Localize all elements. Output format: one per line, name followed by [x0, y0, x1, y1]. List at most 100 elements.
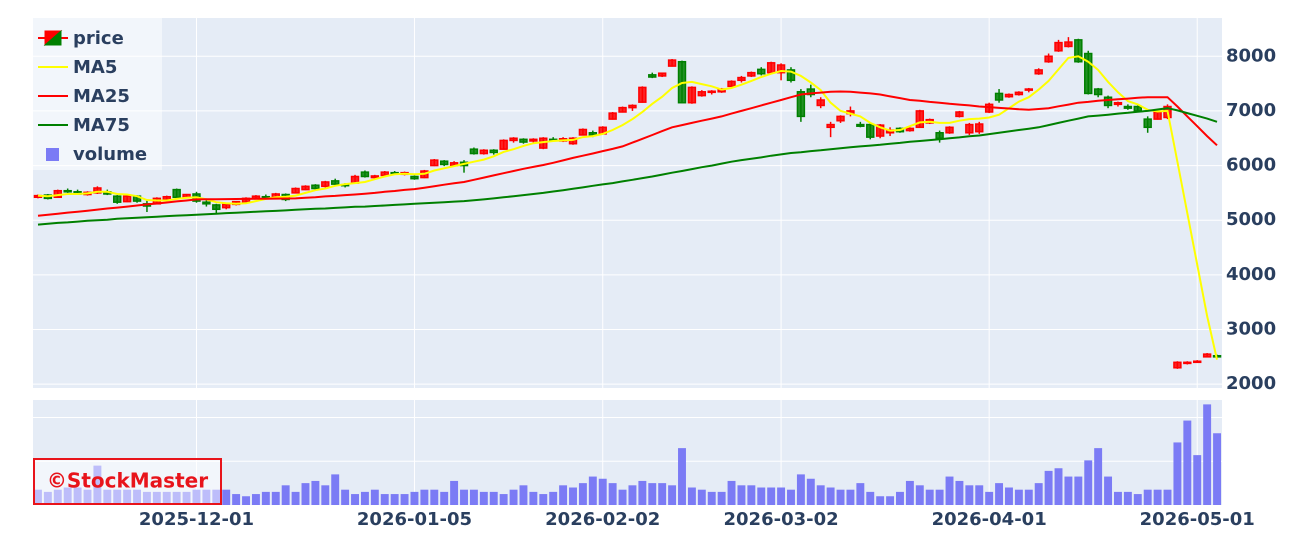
volume-bar [896, 491, 904, 505]
y-tick-label: 7000 [1226, 100, 1276, 121]
candle-body [113, 195, 122, 203]
candle-body [1014, 91, 1024, 96]
volume-bar [598, 478, 607, 505]
candle-body [360, 171, 370, 178]
candle-body [737, 76, 746, 82]
candle-body [1103, 96, 1113, 107]
candle-body [618, 106, 627, 113]
volume-bar [856, 483, 865, 505]
volume-bar [866, 491, 875, 505]
y-tick-label: 6000 [1226, 155, 1276, 176]
candle-body [519, 138, 528, 143]
x-tick-label: 2026-05-01 [1140, 509, 1255, 530]
candle-body [370, 175, 380, 179]
candle-body [1044, 55, 1053, 63]
volume-bar [1054, 468, 1063, 505]
volume-bar [291, 491, 300, 505]
candle-body [439, 160, 449, 166]
volume-bar [351, 494, 359, 505]
volume-bar [816, 485, 825, 505]
candle-body [1143, 118, 1152, 129]
volume-bar [321, 485, 330, 505]
volume-bar [420, 489, 429, 505]
candle-body [757, 68, 766, 75]
volume-bar [747, 485, 756, 505]
candle-body [380, 171, 389, 177]
volume-bar [955, 480, 964, 505]
legend-label: price [73, 28, 124, 49]
x-tick-label: 2026-03-02 [724, 509, 839, 530]
volume-bar [1203, 404, 1212, 505]
candle-body [1123, 105, 1133, 109]
volume-bar [1183, 420, 1192, 505]
candle-body [499, 139, 508, 150]
candle-body [866, 123, 875, 138]
candle-body [430, 159, 439, 167]
volume-bar [1084, 460, 1093, 505]
volume-bar [1074, 476, 1083, 505]
candle-body [648, 74, 657, 78]
candle-body [489, 149, 498, 154]
volume-bar [1094, 448, 1103, 505]
volume-bar [1193, 455, 1202, 505]
volume-bar [489, 491, 498, 505]
candle-body [915, 110, 925, 129]
axes: 2000 3000 4000 5000 6000 7000 8000 2025-12-01 20… [139, 45, 1276, 530]
volume-bar [836, 489, 845, 505]
volume-bar [846, 489, 855, 505]
legend-icon [46, 148, 59, 161]
candle-body [212, 204, 221, 211]
candle-body [657, 72, 667, 77]
volume-bar [242, 496, 250, 505]
candle-body [321, 181, 330, 188]
candle-body [806, 88, 816, 96]
x-tick-label: 2026-02-02 [545, 509, 660, 530]
volume-bar [717, 491, 726, 505]
candle-body [975, 123, 984, 133]
y-tick-label: 2000 [1226, 373, 1276, 394]
volume-bar [400, 494, 409, 505]
volume-bar [1213, 433, 1222, 505]
candle-body [836, 115, 845, 122]
candle-body [766, 62, 776, 74]
volume-bar [678, 448, 686, 505]
candle-body [1153, 111, 1162, 120]
legend-label: MA5 [73, 57, 117, 78]
candle-body [1093, 88, 1103, 96]
volume-bar [905, 480, 914, 505]
candle-body [638, 86, 647, 103]
volume-bar [499, 494, 508, 505]
ma-line [37, 107, 1218, 226]
candles [33, 37, 1222, 369]
legend-label: MA75 [73, 115, 130, 136]
candle-body [1183, 361, 1192, 365]
volume-bar [281, 485, 290, 505]
candle-body [469, 148, 479, 155]
candle-body [1034, 69, 1043, 75]
candle-body [856, 123, 865, 127]
candle-body [776, 64, 786, 74]
candle-body [291, 187, 300, 194]
volume-bar [697, 489, 706, 505]
volume-bar [311, 480, 320, 505]
x-tick-label: 2026-04-01 [932, 509, 1047, 530]
volume-bar [1123, 491, 1132, 505]
candle-body [667, 59, 677, 67]
candle-body [311, 184, 320, 190]
candle-body [1004, 93, 1014, 98]
volume-bar [638, 480, 647, 505]
candle-body [935, 132, 944, 139]
volume-bar [1173, 442, 1182, 505]
candle-body [786, 69, 796, 82]
volume-bar [777, 487, 786, 505]
volume-bar [915, 485, 924, 505]
volume-bar [727, 480, 736, 505]
volume-bar [965, 485, 974, 505]
legend-label: volume [73, 144, 147, 165]
y-tick-label: 3000 [1226, 319, 1276, 340]
volume-bar [995, 483, 1004, 505]
candle-body [994, 92, 1004, 101]
candle-body [1173, 361, 1182, 369]
candle-body [796, 91, 806, 118]
